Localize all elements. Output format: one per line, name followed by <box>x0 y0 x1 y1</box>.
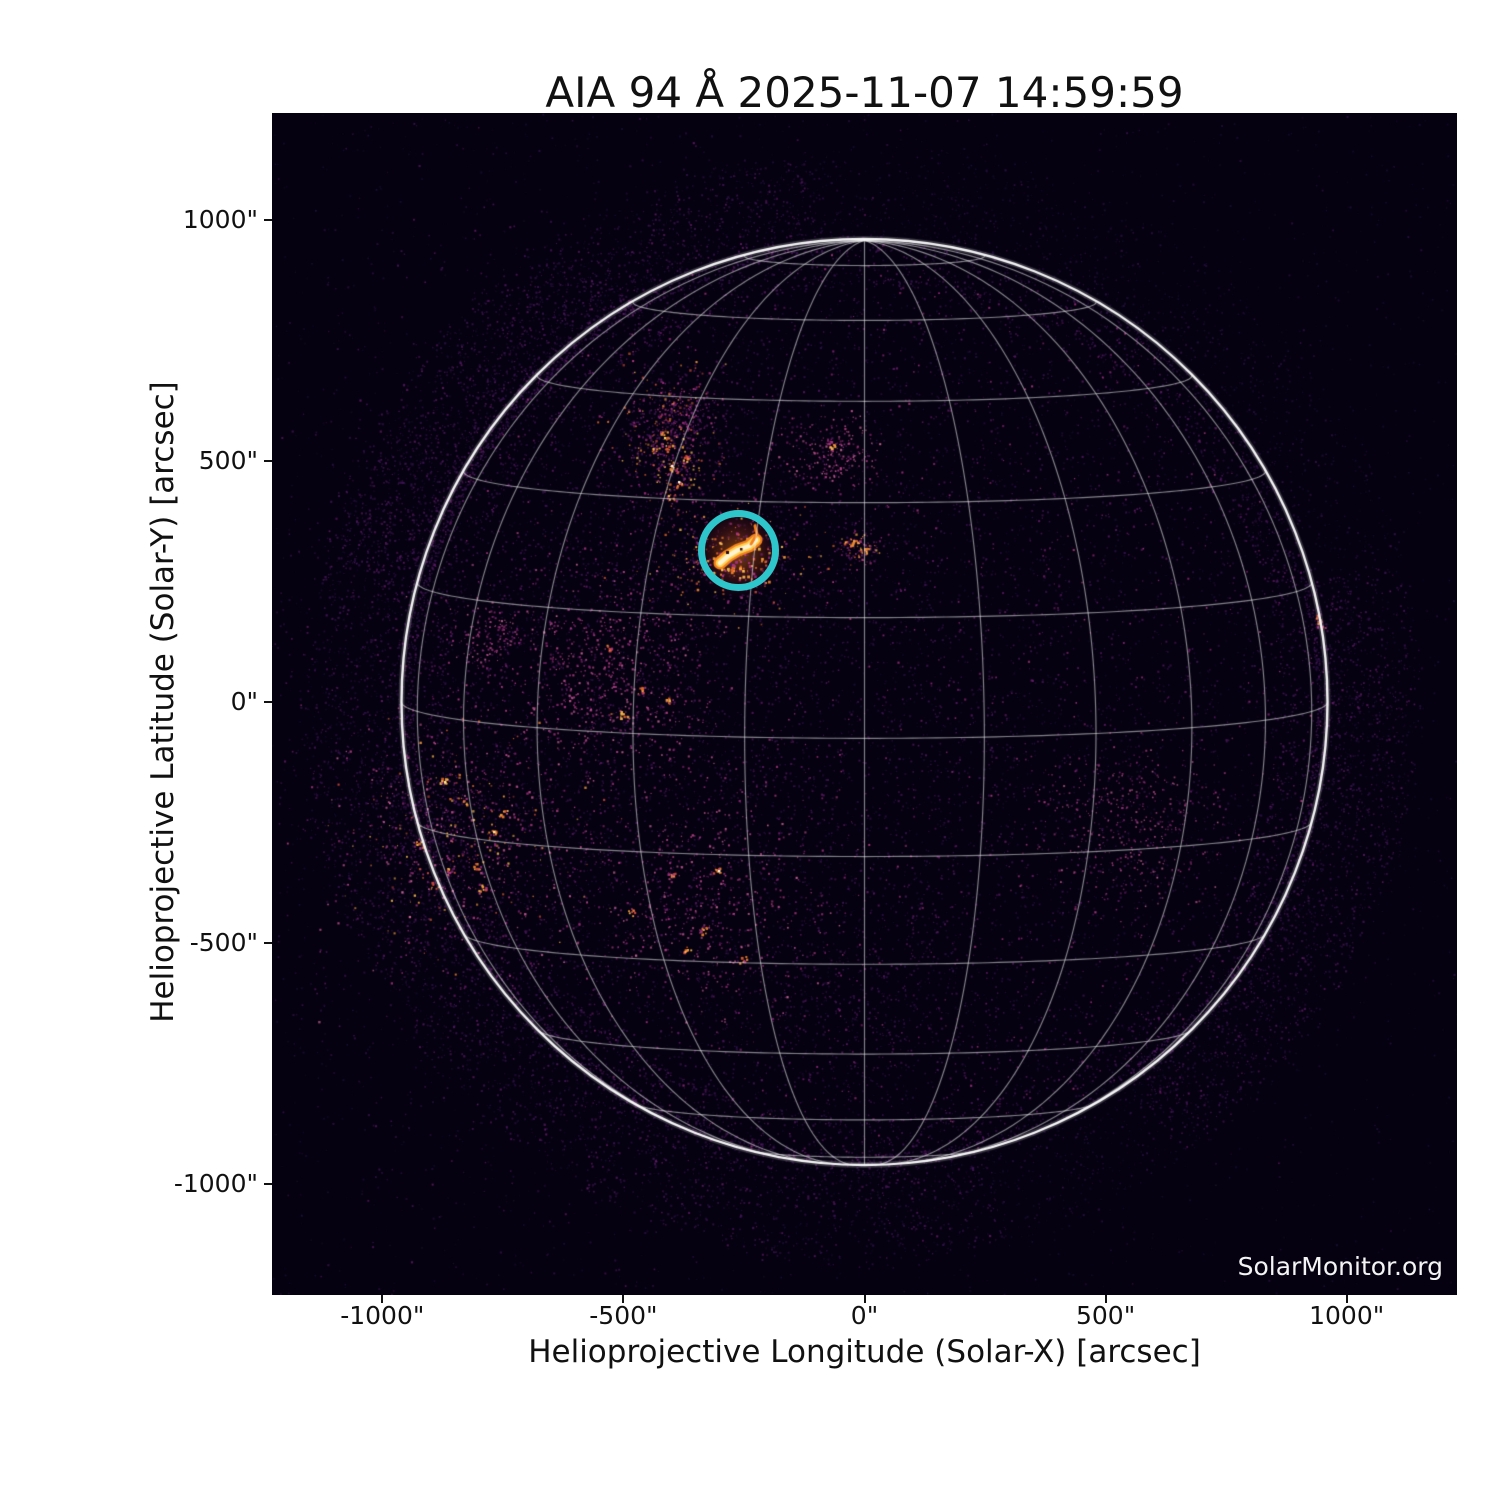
y-tick-mark <box>264 701 272 703</box>
y-tick-label: -500" <box>189 928 258 958</box>
flare-marker-circle <box>698 510 779 591</box>
x-tick-mark <box>381 1295 384 1303</box>
x-tick-mark <box>863 1295 866 1303</box>
x-tick-label: -500" <box>589 1301 658 1330</box>
x-axis-label: Helioprojective Longitude (Solar-X) [arc… <box>528 1334 1201 1370</box>
y-tick-label: 1000" <box>182 204 258 234</box>
x-tick-mark <box>1104 1295 1107 1303</box>
y-tick-mark <box>264 942 272 945</box>
x-tick-mark <box>622 1295 625 1303</box>
page-title: AIA 94 Å 2025-11-07 14:59:59 <box>545 68 1184 117</box>
x-tick-mark <box>1345 1295 1348 1303</box>
y-tick-mark <box>264 1183 272 1186</box>
x-tick-label: 0" <box>850 1301 879 1330</box>
y-tick-mark <box>264 218 272 221</box>
watermark: SolarMonitor.org <box>1237 1252 1443 1281</box>
x-tick-label: -1000" <box>340 1301 425 1330</box>
solar-image-canvas <box>272 113 1457 1295</box>
y-tick-mark <box>264 459 272 462</box>
y-tick-label: 500" <box>198 445 258 475</box>
x-tick-label: 500" <box>1075 1301 1136 1330</box>
x-tick-label: 1000" <box>1309 1301 1385 1330</box>
y-tick-label: 0" <box>230 687 258 716</box>
y-tick-label: -1000" <box>173 1169 258 1199</box>
